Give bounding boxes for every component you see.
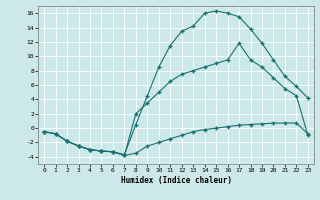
X-axis label: Humidex (Indice chaleur): Humidex (Indice chaleur) bbox=[121, 176, 231, 185]
